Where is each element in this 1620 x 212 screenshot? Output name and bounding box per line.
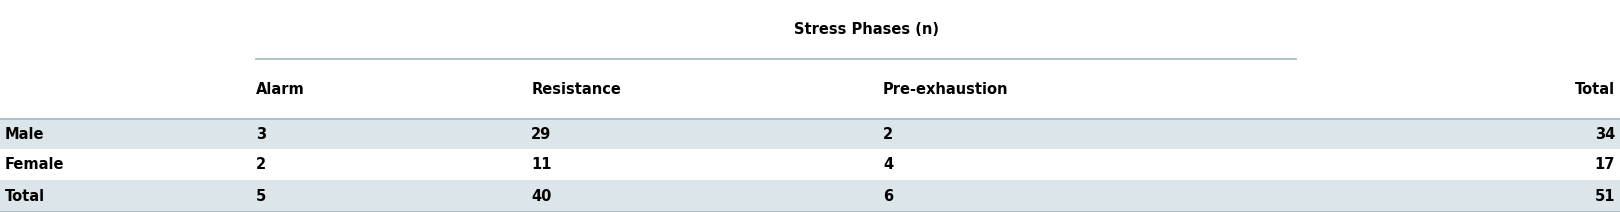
Text: Resistance: Resistance bbox=[531, 82, 620, 96]
Bar bbox=[0, 119, 1620, 149]
Text: Stress Phases (n): Stress Phases (n) bbox=[794, 22, 940, 37]
Text: 4: 4 bbox=[883, 157, 893, 172]
Bar bbox=[0, 149, 1620, 180]
Text: 34: 34 bbox=[1594, 127, 1615, 142]
Text: Male: Male bbox=[5, 127, 44, 142]
Text: Alarm: Alarm bbox=[256, 82, 305, 96]
Bar bbox=[0, 180, 1620, 212]
Text: 40: 40 bbox=[531, 189, 552, 204]
Text: Female: Female bbox=[5, 157, 65, 172]
Text: Pre-exhaustion: Pre-exhaustion bbox=[883, 82, 1008, 96]
Text: 17: 17 bbox=[1594, 157, 1615, 172]
Text: 5: 5 bbox=[256, 189, 266, 204]
Text: 29: 29 bbox=[531, 127, 551, 142]
Text: Total: Total bbox=[1575, 82, 1615, 96]
Text: 2: 2 bbox=[256, 157, 266, 172]
Text: 3: 3 bbox=[256, 127, 266, 142]
Text: 2: 2 bbox=[883, 127, 893, 142]
Text: 11: 11 bbox=[531, 157, 552, 172]
Text: 51: 51 bbox=[1594, 189, 1615, 204]
Text: 6: 6 bbox=[883, 189, 893, 204]
Text: Total: Total bbox=[5, 189, 45, 204]
